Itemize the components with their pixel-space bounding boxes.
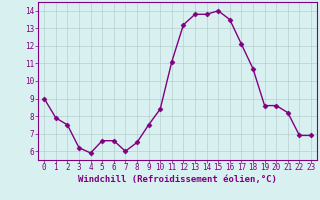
X-axis label: Windchill (Refroidissement éolien,°C): Windchill (Refroidissement éolien,°C) xyxy=(78,175,277,184)
